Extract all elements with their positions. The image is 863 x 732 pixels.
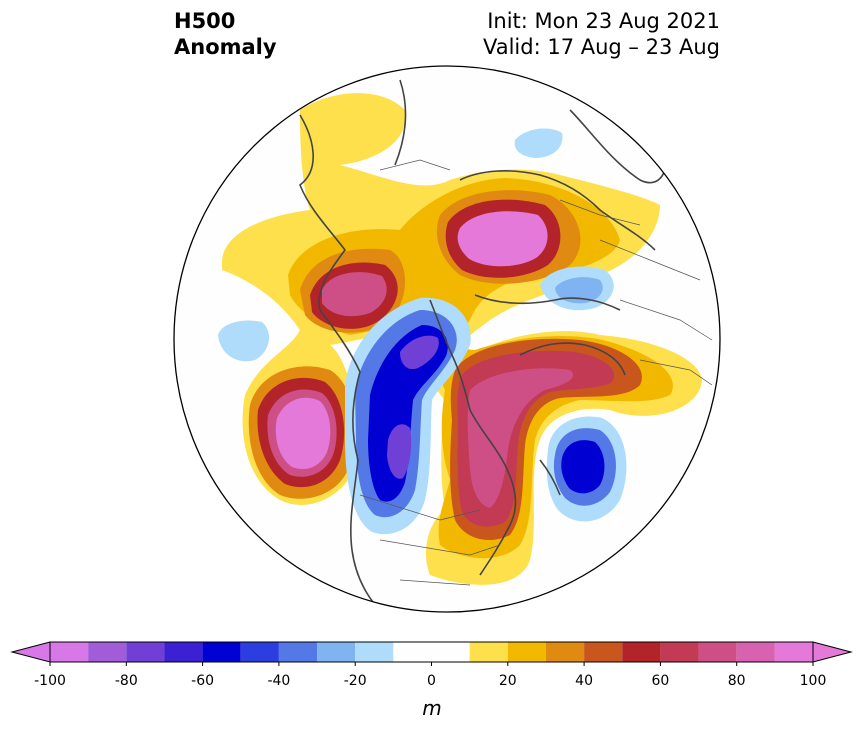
colorbar-cell — [240, 642, 279, 662]
colorbar-cell — [202, 642, 241, 662]
positive-anomaly-90 — [457, 211, 548, 267]
positive-anomaly-70 — [467, 368, 574, 508]
colorbar-tick-label: -40 — [267, 673, 291, 689]
colorbar-cell — [584, 642, 623, 662]
colorbar-cell — [736, 642, 775, 662]
colorbar-cell — [660, 642, 699, 662]
negative-anomaly-siberia-20 — [555, 277, 603, 304]
colorbar-units: m — [422, 696, 442, 720]
globe-boundary — [173, 65, 721, 613]
political-borders — [359, 159, 713, 586]
colorbar-cell — [355, 642, 394, 662]
colorbar-cell — [50, 642, 89, 662]
colorbar-cell — [164, 642, 203, 662]
colorbar-ticks — [49, 662, 814, 666]
colorbar-tick-label: 100 — [799, 673, 827, 689]
negative-anomaly-arctic-10 — [514, 128, 563, 158]
colorbar-tick-label: 40 — [575, 673, 594, 689]
colorbar-tick-label: 80 — [727, 673, 746, 689]
colorbar-cell — [774, 642, 813, 662]
init-time: Init: Mon 23 Aug 2021 — [487, 9, 720, 33]
colorbar-tick-label: -60 — [191, 673, 215, 689]
colorbar-tick-label: 60 — [651, 673, 670, 689]
title-anomaly: Anomaly — [174, 35, 277, 59]
colorbar-cell — [88, 642, 127, 662]
colorbar-extend-high — [812, 641, 853, 663]
valid-period: Valid: 17 Aug – 23 Aug — [482, 35, 720, 59]
colorbar — [10, 641, 853, 666]
polar-map — [173, 65, 721, 613]
colorbar-cell — [393, 642, 470, 662]
colorbar-extend-low — [10, 641, 51, 663]
colorbar-cell — [545, 642, 585, 662]
positive-anomaly-pacific-90 — [275, 397, 331, 470]
colorbar-tick-label: -80 — [114, 673, 138, 689]
map-title: H500 Anomaly — [174, 8, 277, 60]
title-variable: H500 — [174, 9, 236, 33]
positive-anomaly-70a — [322, 272, 387, 317]
colorbar-cell — [278, 642, 318, 662]
negative-anomaly-70b — [387, 424, 412, 479]
colorbar-cell — [698, 642, 737, 662]
colorbar-cell — [507, 642, 546, 662]
colorbar-tick-label: 20 — [498, 673, 517, 689]
colorbar-cells — [10, 641, 853, 663]
map-subtitle: Init: Mon 23 Aug 2021 Valid: 17 Aug – 23… — [483, 8, 720, 60]
colorbar-tick-label: -20 — [343, 673, 367, 689]
negative-anomaly-atl-50 — [561, 440, 605, 494]
colorbar-tick-label: -100 — [34, 673, 66, 689]
negative-anomaly-pacific-10 — [218, 320, 270, 362]
colorbar-cell — [126, 642, 165, 662]
colorbar-cell — [622, 642, 661, 662]
negative-anomaly-70a — [400, 335, 439, 370]
anomaly-field — [218, 79, 713, 611]
colorbar-tick-label: 0 — [427, 673, 436, 689]
colorbar-cell — [317, 642, 356, 662]
colorbar-cell — [469, 642, 508, 662]
